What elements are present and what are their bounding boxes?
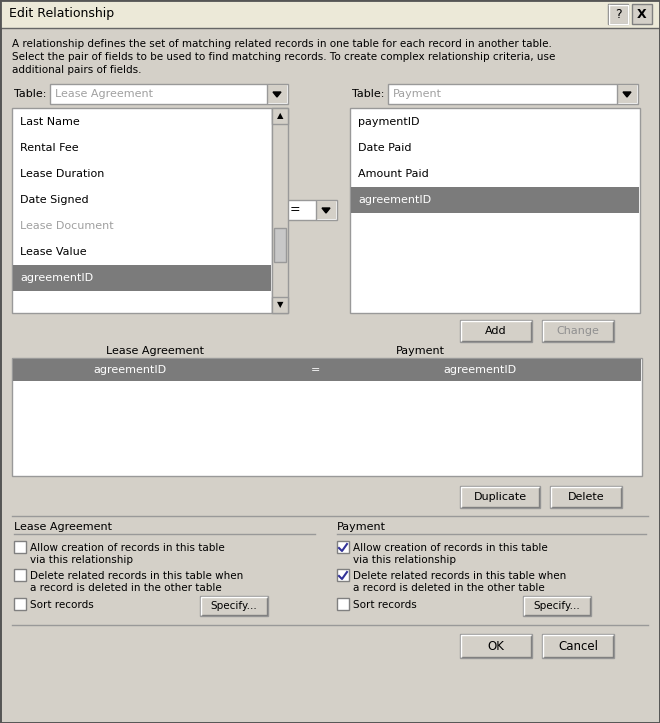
Text: =: = — [310, 365, 319, 375]
Text: Lease Duration: Lease Duration — [20, 169, 104, 179]
Text: Lease Agreement: Lease Agreement — [106, 346, 204, 356]
Text: agreementID: agreementID — [20, 273, 93, 283]
Text: Delete related records in this table when: Delete related records in this table whe… — [30, 571, 244, 581]
Text: Rental Fee: Rental Fee — [20, 143, 79, 153]
Text: Sort records: Sort records — [30, 600, 94, 610]
Text: Last Name: Last Name — [20, 117, 80, 127]
Text: Date Paid: Date Paid — [358, 143, 411, 153]
Bar — [351, 187, 639, 213]
Bar — [542, 634, 614, 658]
Text: ?: ? — [614, 7, 621, 20]
Text: Lease Agreement: Lease Agreement — [14, 522, 112, 532]
Bar — [316, 201, 336, 219]
Bar — [617, 85, 637, 103]
Text: agreementID: agreementID — [358, 195, 431, 205]
Bar — [14, 598, 26, 610]
Text: Payment: Payment — [337, 522, 386, 532]
Text: Lease Agreement: Lease Agreement — [55, 89, 153, 99]
Bar — [13, 265, 271, 291]
Text: Delete: Delete — [568, 492, 605, 502]
Bar — [50, 84, 288, 104]
Polygon shape — [273, 92, 281, 97]
Text: Sort records: Sort records — [353, 600, 416, 610]
Bar — [542, 320, 614, 342]
Text: Select the pair of fields to be used to find matching records. To create complex: Select the pair of fields to be used to … — [12, 52, 555, 62]
Text: A relationship defines the set of matching related records in one table for each: A relationship defines the set of matchi… — [12, 39, 552, 49]
Text: Duplicate: Duplicate — [473, 492, 527, 502]
Bar — [285, 200, 337, 220]
Bar — [460, 320, 532, 342]
Text: Payment: Payment — [393, 89, 442, 99]
Text: Change: Change — [556, 326, 599, 336]
Bar — [460, 486, 540, 508]
Bar — [337, 598, 349, 610]
Bar — [0, 0, 660, 28]
Text: Amount Paid: Amount Paid — [358, 169, 429, 179]
Text: Delete related records in this table when: Delete related records in this table whe… — [353, 571, 566, 581]
Bar — [12, 108, 272, 313]
Bar — [267, 85, 287, 103]
Text: Specify...: Specify... — [211, 601, 257, 611]
Text: OK: OK — [488, 640, 504, 652]
Text: agreementID: agreementID — [444, 365, 517, 375]
Text: ▼: ▼ — [277, 301, 283, 309]
Text: Table:: Table: — [14, 89, 46, 99]
Text: agreementID: agreementID — [94, 365, 166, 375]
Text: Payment: Payment — [395, 346, 444, 356]
Bar — [272, 108, 288, 124]
Text: a record is deleted in the other table: a record is deleted in the other table — [353, 583, 544, 593]
Text: Date Signed: Date Signed — [20, 195, 88, 205]
Text: ▲: ▲ — [277, 111, 283, 121]
Text: via this relationship: via this relationship — [30, 555, 133, 565]
Text: Allow creation of records in this table: Allow creation of records in this table — [353, 543, 548, 553]
Text: via this relationship: via this relationship — [353, 555, 456, 565]
Bar — [0, 0, 660, 28]
Bar — [12, 358, 642, 476]
Bar — [388, 84, 638, 104]
Bar — [350, 108, 640, 313]
Polygon shape — [623, 92, 631, 97]
Bar — [608, 4, 628, 24]
Text: =: = — [290, 203, 300, 216]
Text: additional pairs of fields.: additional pairs of fields. — [12, 65, 141, 75]
Bar — [337, 569, 349, 581]
Bar — [550, 486, 622, 508]
Text: Table:: Table: — [352, 89, 384, 99]
Text: X: X — [637, 7, 647, 20]
Text: Allow creation of records in this table: Allow creation of records in this table — [30, 543, 225, 553]
Text: Cancel: Cancel — [558, 640, 598, 652]
Bar — [274, 228, 286, 262]
Polygon shape — [322, 208, 330, 213]
Text: paymentID: paymentID — [358, 117, 420, 127]
Text: a record is deleted in the other table: a record is deleted in the other table — [30, 583, 222, 593]
Bar — [13, 359, 641, 381]
Bar — [8, 32, 652, 82]
Bar — [337, 541, 349, 553]
Bar — [272, 297, 288, 313]
Bar — [632, 4, 652, 24]
Bar — [272, 108, 288, 313]
Text: Lease Value: Lease Value — [20, 247, 86, 257]
Bar — [14, 541, 26, 553]
Text: Lease Document: Lease Document — [20, 221, 114, 231]
Bar — [460, 634, 532, 658]
Text: Edit Relationship: Edit Relationship — [9, 7, 114, 20]
Bar — [523, 596, 591, 616]
Text: Add: Add — [485, 326, 507, 336]
Bar — [200, 596, 268, 616]
Bar — [14, 569, 26, 581]
Text: Specify...: Specify... — [534, 601, 580, 611]
